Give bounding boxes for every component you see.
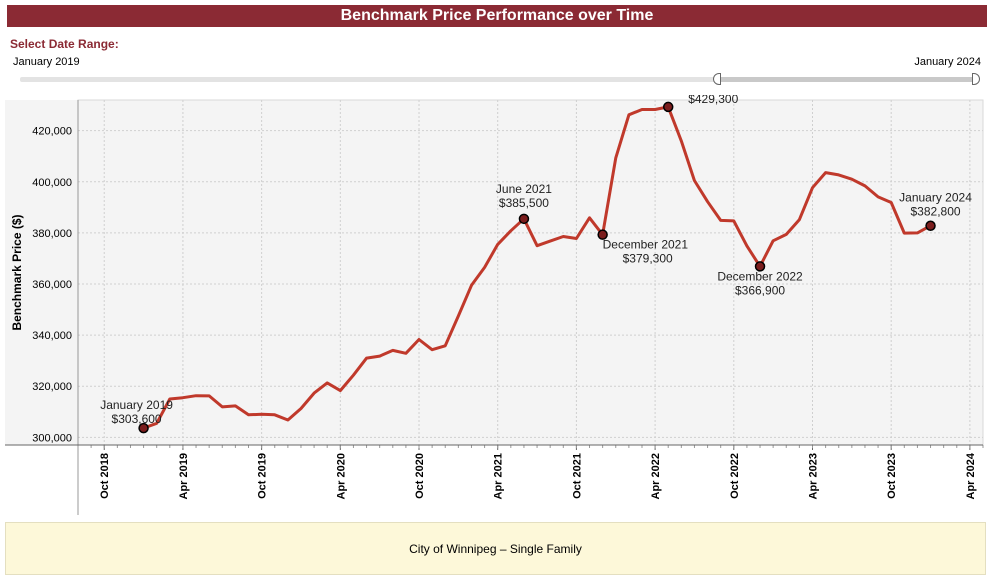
annotation-label: January 2019	[100, 398, 173, 412]
plot-area	[77, 99, 984, 446]
date-range-end: January 2024	[914, 56, 981, 68]
y-tick-label: 420,000	[32, 126, 72, 138]
price-line	[143, 105, 932, 430]
date-range-slider-selection[interactable]	[718, 77, 978, 82]
y-tick-label: 320,000	[32, 381, 72, 393]
annotation-marker	[138, 422, 149, 434]
annotation-marker	[662, 101, 674, 113]
slider-handle-start[interactable]	[713, 73, 721, 85]
x-tick-label: Oct 2022	[729, 453, 741, 499]
annotation-price: $382,800	[911, 205, 961, 219]
x-tick-label: Apr 2022	[650, 453, 662, 499]
x-tick-label: Apr 2021	[493, 453, 505, 499]
annotation-marker	[925, 220, 936, 231]
y-axis-label: Benchmark Price ($)	[10, 214, 24, 330]
x-tick-label: Oct 2021	[571, 453, 583, 499]
annotation-label: December 2021	[603, 238, 689, 252]
annotation-price: $379,300	[623, 252, 673, 266]
x-tick-label: Oct 2019	[257, 453, 269, 499]
y-tick-label: 340,000	[32, 330, 72, 342]
x-tick-label: Oct 2023	[886, 453, 898, 499]
annotation-price: $303,600	[112, 412, 162, 426]
annotation-price: $385,500	[499, 196, 549, 210]
y-tick-label: 380,000	[32, 228, 72, 240]
date-range-start: January 2019	[13, 56, 80, 68]
benchmark-price-chart: 300,000 320,000 340,000 360,000 380,000 400,0…	[5, 95, 984, 515]
y-tick-label: 360,000	[32, 279, 72, 291]
y-tick-label: 300,000	[32, 432, 72, 444]
x-tick-label: Oct 2018	[99, 453, 111, 499]
annotation-label: June 2021	[496, 182, 552, 196]
x-tick-label: Apr 2024	[965, 452, 977, 499]
annotation-price: $429,300	[688, 95, 738, 106]
x-tick-label: Oct 2020	[414, 453, 426, 499]
annotation-marker	[597, 229, 608, 240]
footer-caption: City of Winnipeg – Single Family	[5, 522, 986, 575]
x-tick-label: Apr 2019	[178, 453, 190, 499]
chart-title: Benchmark Price Performance over Time	[7, 5, 987, 27]
date-range-label: Select Date Range:	[10, 37, 119, 51]
date-range-slider-track[interactable]	[20, 77, 980, 82]
annotation-label: January 2024	[899, 191, 972, 205]
slider-handle-end[interactable]	[972, 73, 980, 85]
y-tick-label: 400,000	[32, 177, 72, 189]
x-tick-label: Apr 2023	[807, 453, 819, 499]
annotation-marker	[518, 213, 530, 225]
annotation-marker	[754, 261, 766, 272]
annotation-price: $366,900	[735, 283, 785, 297]
x-tick-label: Apr 2020	[335, 453, 347, 499]
annotation-label: December 2022	[717, 269, 803, 283]
